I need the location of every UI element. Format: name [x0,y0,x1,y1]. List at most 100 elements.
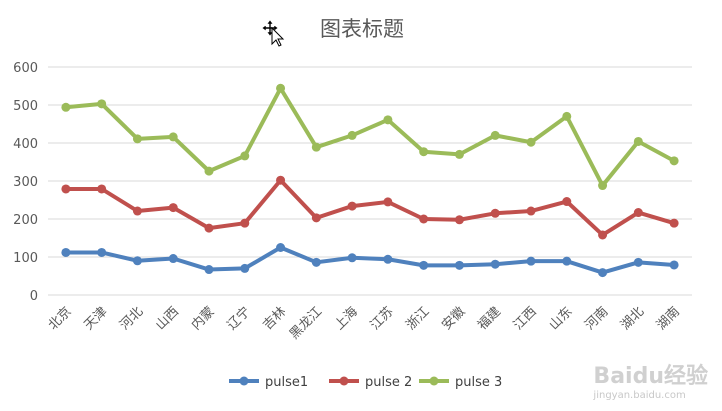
watermark-logo: Baidu经验 [593,364,708,389]
y-axis-ticks: 0 100 200 300 400 500 600 [13,61,38,304]
data-point[interactable] [61,247,71,257]
x-category-label: 吉林 [260,304,289,333]
data-point[interactable] [562,197,572,207]
x-category-label: 辽宁 [224,304,254,334]
series-line[interactable] [63,245,677,275]
data-point[interactable] [490,208,500,218]
chart-title[interactable]: 图表标题 [320,17,404,41]
y-tick-label: 100 [13,251,38,266]
series-group[interactable] [61,175,679,240]
x-category-label: 河北 [117,304,146,333]
data-point[interactable] [168,132,178,142]
legend-item[interactable]: pulse1 [229,375,308,390]
data-point[interactable] [311,213,321,223]
data-point[interactable] [347,201,357,211]
data-point[interactable] [61,184,71,194]
x-category-label: 北京 [46,304,75,333]
x-category-label: 湖北 [618,304,647,333]
legend-label: pulse1 [265,375,308,390]
y-tick-label: 600 [13,61,38,76]
legend-marker [429,376,439,386]
data-point[interactable] [526,206,536,216]
data-point[interactable] [598,268,608,278]
x-category-label: 山东 [547,304,576,333]
data-point[interactable] [168,254,178,264]
legend-item[interactable]: pulse 3 [419,375,502,390]
data-point[interactable] [61,102,71,112]
data-point[interactable] [204,166,214,176]
data-point[interactable] [97,247,107,257]
data-point[interactable] [633,208,643,218]
x-category-label: 河南 [582,304,612,334]
series-lines [61,83,679,278]
data-point[interactable] [419,260,429,270]
data-point[interactable] [490,130,500,140]
data-point[interactable] [562,256,572,266]
data-point[interactable] [419,147,429,157]
data-point[interactable] [669,218,679,228]
data-point[interactable] [454,215,464,225]
data-point[interactable] [276,175,286,185]
data-point[interactable] [311,142,321,152]
data-point[interactable] [526,137,536,147]
data-point[interactable] [97,184,107,194]
legend[interactable]: pulse1 pulse 2 pulse 3 [229,375,502,390]
y-tick-label: 200 [13,213,38,228]
data-point[interactable] [132,206,142,216]
x-category-label: 安徽 [439,304,468,333]
data-point[interactable] [240,263,250,273]
data-point[interactable] [633,136,643,146]
data-point[interactable] [598,181,608,191]
x-category-label: 天津 [81,304,110,333]
x-category-label: 湖南 [653,304,683,334]
data-point[interactable] [562,111,572,121]
data-point[interactable] [633,257,643,267]
series-group[interactable] [61,83,679,191]
x-category-label: 浙江 [403,304,432,333]
data-point[interactable] [669,260,679,270]
data-point[interactable] [347,130,357,140]
x-category-label: 内蒙 [188,304,218,334]
data-point[interactable] [383,197,393,207]
x-category-label: 江西 [511,304,540,333]
data-point[interactable] [132,256,142,266]
data-point[interactable] [311,257,321,267]
data-point[interactable] [419,214,429,224]
legend-marker [339,376,349,386]
x-category-label: 山西 [153,304,182,333]
data-point[interactable] [276,243,286,252]
data-point[interactable] [598,230,608,240]
data-point[interactable] [240,151,250,161]
legend-marker [239,376,249,386]
data-point[interactable] [454,260,464,270]
y-tick-label: 400 [13,137,38,152]
data-point[interactable] [240,218,250,228]
data-point[interactable] [204,223,214,233]
data-point[interactable] [168,203,178,213]
legend-item[interactable]: pulse 2 [329,375,412,390]
series-line[interactable] [63,178,677,237]
data-point[interactable] [97,99,107,109]
legend-label: pulse 3 [455,375,502,390]
x-category-label: 上海 [332,304,361,333]
data-point[interactable] [276,83,286,93]
y-tick-label: 300 [13,175,38,190]
series-group[interactable] [61,243,679,278]
data-point[interactable] [204,265,214,275]
x-category-label: 黑龙江 [287,304,325,342]
data-point[interactable] [526,256,536,266]
data-point[interactable] [132,134,142,144]
data-point[interactable] [383,115,393,125]
watermark-url: jingyan.baidu.com [593,390,686,401]
data-point[interactable] [669,156,679,166]
data-point[interactable] [490,259,500,269]
data-point[interactable] [347,253,357,263]
y-tick-label: 0 [30,289,38,304]
data-point[interactable] [454,149,464,159]
data-point[interactable] [383,254,393,264]
x-category-label: 福建 [475,304,504,333]
series-line[interactable] [63,86,677,188]
